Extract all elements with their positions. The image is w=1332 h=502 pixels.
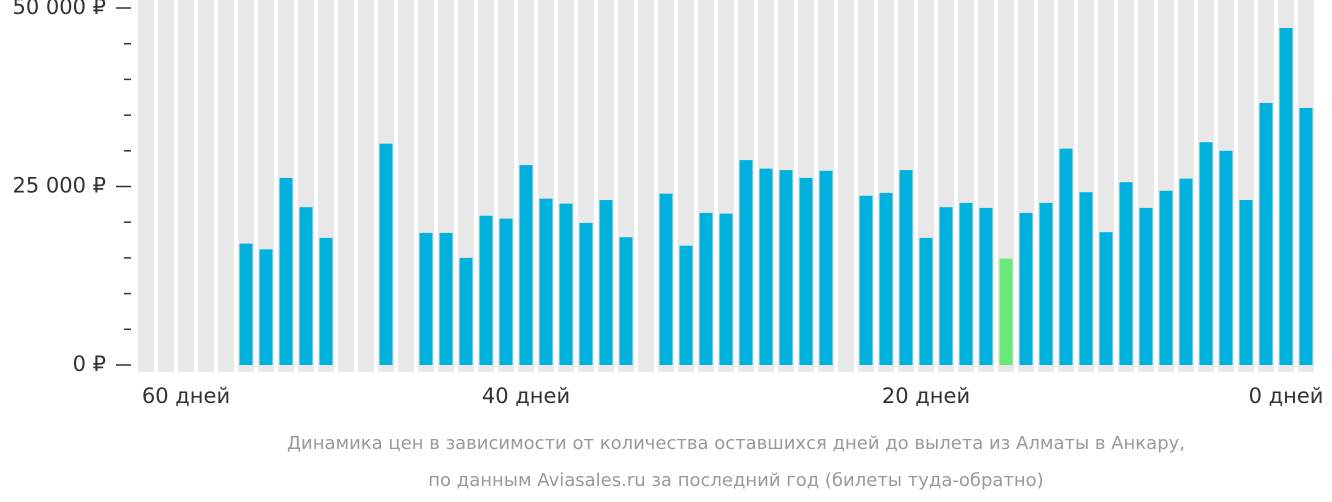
bar [1039,202,1053,365]
bar [1239,200,1253,365]
column-stripe [218,0,234,372]
x-tick-label: 20 дней [882,384,970,408]
bar [979,207,993,365]
bar [299,207,313,365]
caption: по данным Aviasales.ru за последний год … [428,470,1043,491]
bar [859,195,873,365]
column-stripe [178,0,194,372]
y-tick-label: 25 000 ₽ [12,174,106,198]
bar [1059,148,1073,365]
y-tick-label: 50 000 ₽ [12,0,106,19]
bar [939,207,953,365]
bar [1259,102,1273,365]
bar [479,215,493,365]
bar [1139,207,1153,365]
bar [719,213,733,365]
bar [419,232,433,365]
bar [679,245,693,365]
bar [439,232,453,365]
bar [1119,182,1133,365]
bar [879,192,893,365]
column-stripe [638,0,654,372]
column-stripe [398,0,414,372]
bar [699,212,713,365]
bar [379,143,393,365]
bar [239,243,253,365]
column-stripe [838,0,854,372]
column-stripe [358,0,374,372]
column-stripe [158,0,174,372]
bar [799,177,813,365]
bar [999,258,1013,365]
x-tick-label: 0 дней [1249,384,1324,408]
bar [459,257,473,365]
bar [1279,27,1293,365]
bar [619,237,633,365]
bar [959,202,973,365]
bar [1299,107,1313,366]
bar [1019,212,1033,365]
bar [559,203,573,365]
bar [319,237,333,365]
column-stripe [338,0,354,372]
bar [1199,142,1213,365]
bar [599,200,613,365]
bar [499,218,513,365]
bar [819,170,833,365]
x-tick-label: 40 дней [482,384,570,408]
bar [779,170,793,365]
bar [539,198,553,365]
bar [259,249,273,365]
bar [279,177,293,365]
bar [519,165,533,365]
caption: Динамика цен в зависимости от количества… [287,433,1185,454]
bar [659,193,673,365]
y-tick-label: 0 ₽ [73,352,106,376]
bar [739,160,753,365]
bar [1179,178,1193,365]
column-stripe [198,0,214,372]
bar [1159,190,1173,365]
bar [899,170,913,365]
bar [579,222,593,365]
column-stripe [138,0,154,372]
bar [759,168,773,365]
x-tick-label: 60 дней [142,384,230,408]
bar [1099,232,1113,365]
bar [919,237,933,365]
bar [1079,192,1093,365]
bar [1219,150,1233,365]
